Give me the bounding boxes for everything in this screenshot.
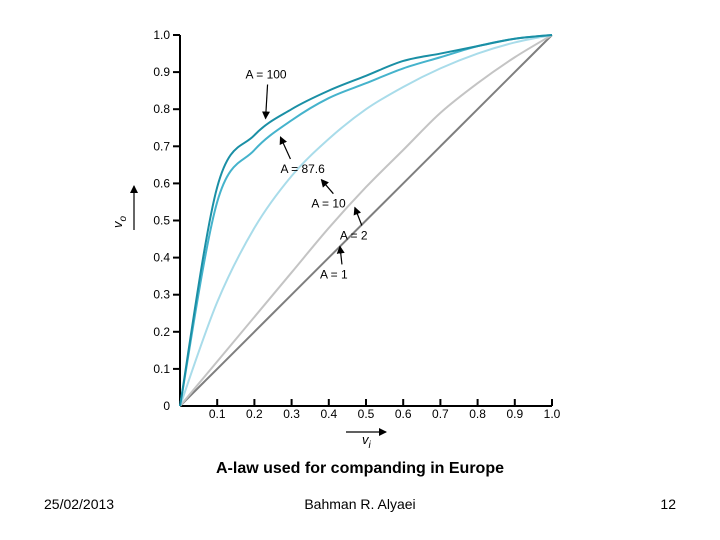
x-tick-label: 0.4 (320, 407, 337, 421)
y-tick-label: 0.3 (153, 288, 170, 302)
x-tick-label: 0.5 (358, 407, 375, 421)
y-tick-label: 0.8 (153, 102, 170, 116)
x-tick-label: 0.9 (506, 407, 523, 421)
chart-axis-labels: vo vi (110, 185, 387, 451)
y-tick-label: 0.2 (153, 325, 170, 339)
y-tick-label: 0.7 (153, 139, 170, 153)
annotation-label-a-100: A = 100 (246, 67, 287, 81)
annotation-label-a-1: A = 1 (320, 267, 348, 281)
annotation-label-a-10: A = 10 (311, 197, 346, 211)
footer-author: Bahman R. Alyaei (304, 496, 416, 512)
y-tick-label: 0.4 (153, 251, 170, 265)
annotation-arrow-a-1 (336, 245, 345, 265)
x-axis-label: vi (362, 432, 372, 451)
y-tick-label: 0.5 (153, 214, 170, 228)
x-tick-label: 0.6 (395, 407, 412, 421)
y-tick-label: 0.9 (153, 65, 170, 79)
footer-date: 25/02/2013 (44, 496, 115, 512)
chart-annotations: A = 100 A = 87.6 A = 10 A = 2 A = 1 (246, 67, 368, 281)
series-line-a-100 (179, 34, 553, 407)
series-line-a-2 (179, 34, 553, 407)
x-tick-label: 0.3 (283, 407, 300, 421)
y-tick-label: 1.0 (153, 28, 170, 42)
x-tick-label: 0.2 (246, 407, 263, 421)
a-law-chart: 0 0.1 0.2 0.3 0.4 0.5 0.6 0.7 0.8 0.9 1.0 0.1 0.2 0.3… (110, 28, 561, 451)
annotation-arrow-a-87-6 (279, 136, 291, 160)
annotation-arrow-a-100 (261, 84, 270, 120)
annotation-arrow-a-2 (353, 206, 363, 226)
chart-series (179, 34, 553, 407)
svg-text:vo: vo (110, 216, 129, 229)
x-tick-label: 0.1 (209, 407, 226, 421)
y-tick-label: 0 (163, 399, 170, 413)
annotation-arrow-a-10 (320, 178, 334, 195)
annotation-label-a-87-6: A = 87.6 (280, 162, 325, 176)
footer-page-number: 12 (660, 496, 676, 512)
chart-axes: 0 0.1 0.2 0.3 0.4 0.5 0.6 0.7 0.8 0.9 1.0 0.1 0.2 0.3… (153, 28, 560, 421)
y-axis-label: vo (110, 216, 129, 229)
x-tick-label: 0.7 (432, 407, 449, 421)
series-line-a-10 (179, 34, 553, 407)
x-tick-label: 0.8 (469, 407, 486, 421)
y-tick-label: 0.1 (153, 362, 170, 376)
x-tick-label: 1.0 (544, 407, 561, 421)
annotation-label-a-2: A = 2 (340, 229, 368, 243)
chart-caption: A-law used for companding in Europe (215, 460, 504, 477)
y-tick-label: 0.6 (153, 176, 170, 190)
series-line-a-1 (179, 34, 553, 407)
